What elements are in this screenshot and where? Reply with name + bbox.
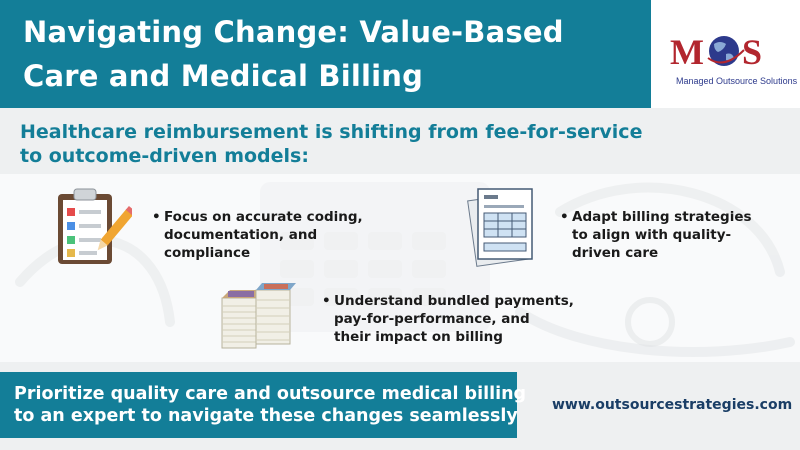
- bullet-icon: •: [560, 209, 569, 225]
- cta-line-2: to an expert to navigate these changes s…: [14, 406, 518, 426]
- subtitle: Healthcare reimbursement is shifting fro…: [20, 120, 720, 168]
- point-adapt-billing: • Adapt billing strategies to align with …: [560, 208, 752, 262]
- company-logo: M S: [670, 32, 762, 72]
- call-to-action-box: Prioritize quality care and outsource me…: [0, 372, 527, 438]
- point-2-line-1: Adapt billing strategies: [572, 209, 752, 225]
- stethoscope-shape: [15, 182, 795, 357]
- point-coding-compliance: • Focus on accurate coding, documentation…: [152, 208, 363, 262]
- point-3-line-1: Understand bundled payments,: [334, 293, 574, 309]
- title-banner: Navigating Change: Value-Based Care and …: [0, 0, 651, 108]
- subtitle-band: [0, 108, 800, 174]
- globe-icon: [707, 36, 745, 66]
- bullet-icon: •: [152, 209, 161, 225]
- point-1-line-2: documentation, and: [164, 227, 318, 243]
- checklist-clipboard-icon: [58, 188, 132, 264]
- svg-text:M: M: [670, 32, 704, 72]
- point-1-line-3: compliance: [164, 245, 251, 261]
- billing-document-icon: [467, 188, 533, 267]
- point-3-line-2: pay-for-performance, and: [334, 311, 530, 327]
- bullet-icon: •: [322, 293, 331, 309]
- logo-tagline: Managed Outsource Solutions: [676, 76, 798, 86]
- background-photo: [0, 172, 800, 372]
- point-bundled-payments: • Understand bundled payments, pay-for-pe…: [322, 292, 574, 346]
- page-title-line-1: Navigating Change: Value-Based: [23, 15, 564, 49]
- svg-text:S: S: [742, 32, 762, 72]
- point-3-line-3: their impact on billing: [334, 329, 503, 345]
- money-stack-icon: [221, 283, 296, 349]
- calculator-shape: [260, 182, 490, 332]
- point-1-line-1: Focus on accurate coding,: [164, 209, 363, 225]
- point-2-line-2: to align with quality-: [572, 227, 732, 243]
- page-title-line-2: Care and Medical Billing: [23, 59, 424, 93]
- cta-line-1: Prioritize quality care and outsource me…: [14, 384, 527, 404]
- point-2-line-3: driven care: [572, 245, 659, 261]
- subtitle-line-1: Healthcare reimbursement is shifting fro…: [20, 121, 643, 143]
- subtitle-line-2: to outcome-driven models:: [20, 145, 309, 167]
- website-link[interactable]: www.outsourcestrategies.com: [552, 397, 793, 413]
